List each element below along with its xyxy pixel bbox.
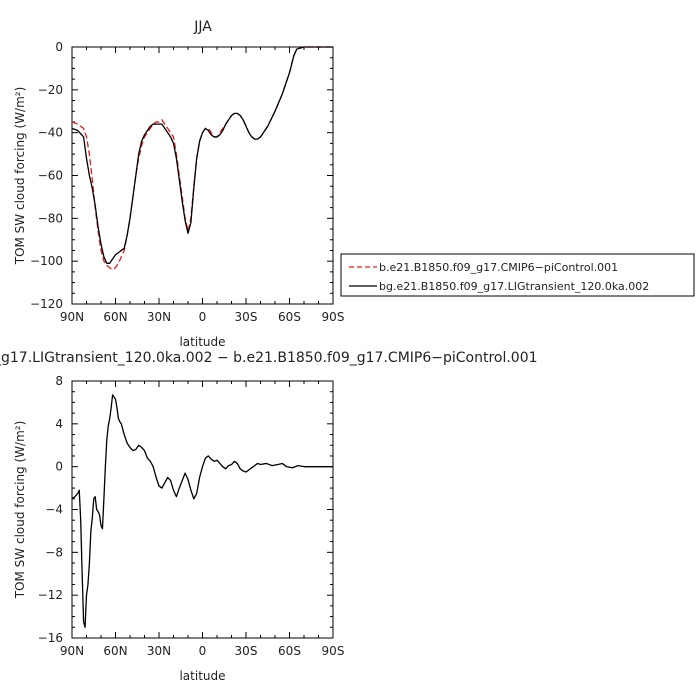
- x-tick-label: 60S: [278, 310, 301, 324]
- plot-frame: [71, 380, 334, 639]
- series-line-2: [72, 46, 333, 264]
- plot-frame: [71, 46, 334, 305]
- x-tick-label: 60S: [278, 644, 301, 658]
- chart-title: bg.e21.B1850.f09_g17.LIGtransient_120.0k…: [0, 350, 538, 366]
- y-axis-label: TOM SW cloud forcing (W/m²): [13, 87, 27, 266]
- legend-box: [340, 253, 695, 297]
- chart-title: JJA: [193, 19, 212, 35]
- y-tick-label: −60: [38, 169, 63, 183]
- x-tick-label: 30S: [235, 644, 258, 658]
- x-tick-label: 0: [199, 310, 207, 324]
- y-tick-label: −8: [45, 545, 63, 559]
- y-axis-label: TOM SW cloud forcing (W/m²): [13, 421, 27, 600]
- x-axis-label: latitude: [179, 335, 225, 349]
- x-tick-label: 30S: [235, 310, 258, 324]
- legend-label-2: bg.e21.B1850.f09_g17.LIGtransient_120.0k…: [379, 280, 649, 293]
- y-tick-label: 0: [55, 40, 63, 54]
- x-tick-label: 30N: [147, 644, 171, 658]
- x-tick-label: 90S: [322, 310, 345, 324]
- x-tick-label: 0: [199, 644, 207, 658]
- y-tick-label: −80: [38, 211, 63, 225]
- x-tick-label: 60N: [103, 644, 127, 658]
- series-line-1: [72, 394, 333, 628]
- series-line-1: [72, 46, 333, 271]
- x-tick-label: 30N: [147, 310, 171, 324]
- x-tick-label: 90N: [60, 644, 84, 658]
- x-tick-label: 90S: [322, 644, 345, 658]
- y-tick-label: −4: [45, 503, 63, 517]
- y-tick-label: −40: [38, 126, 63, 140]
- y-tick-label: −16: [38, 631, 63, 645]
- x-axis-label: latitude: [179, 669, 225, 683]
- y-tick-label: −120: [30, 297, 63, 311]
- y-tick-label: 4: [55, 417, 63, 431]
- x-tick-label: 90N: [60, 310, 84, 324]
- y-tick-label: 0: [55, 460, 63, 474]
- legend-label-1: b.e21.B1850.f09_g17.CMIP6−piControl.001: [379, 261, 618, 274]
- y-tick-label: 8: [55, 374, 63, 388]
- x-tick-label: 60N: [103, 310, 127, 324]
- y-tick-label: −100: [30, 254, 63, 268]
- chart-panel-1: 90N 60N 30N 0 30S 60S 90S 0 −20 −40 −60 −80 −100 −120…: [13, 19, 695, 349]
- y-tick-label: −12: [38, 588, 63, 602]
- chart-panel-2: 90N 60N 30N 0 30S 60S 90S 8 4 0 −4 −8 −12 −16 latitude…: [0, 350, 538, 683]
- y-tick-label: −20: [38, 83, 63, 97]
